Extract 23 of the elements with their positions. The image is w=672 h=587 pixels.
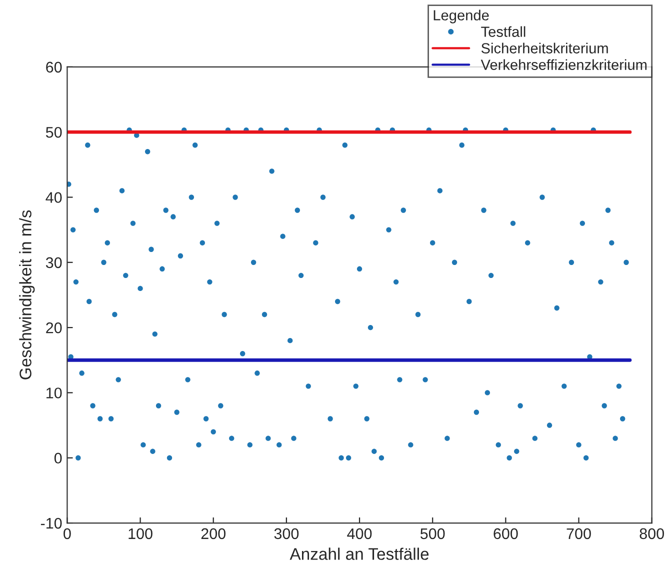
- x-tick-label: 800: [640, 528, 664, 540]
- x-tick-label: 600: [494, 528, 518, 540]
- legend-label: Verkehrseffizienzkriterium: [480, 59, 647, 70]
- legend-label: Testfall: [481, 26, 526, 37]
- x-tick-label: 200: [201, 528, 226, 540]
- y-tick-label: 20: [46, 322, 62, 334]
- x-tick-label: 500: [420, 528, 445, 540]
- x-tick-label: 0: [64, 528, 71, 540]
- x-axis-title: Anzahl an Testfälle: [290, 548, 429, 560]
- y-tick-label: -10: [40, 518, 62, 529]
- x-tick-label: 300: [274, 528, 299, 540]
- y-tick-label: 30: [46, 257, 62, 268]
- y-tick-label: 10: [46, 388, 62, 398]
- y-tick-label: 50: [46, 126, 62, 138]
- y-tick-label: 40: [46, 192, 62, 203]
- y-tick-label: 0: [54, 452, 62, 464]
- y-tick-label: 60: [46, 62, 62, 73]
- y-axis-title: Geschwindigkeit in m/s: [19, 210, 35, 380]
- x-tick-label: 100: [128, 528, 152, 540]
- legend-title: Legende: [434, 10, 489, 24]
- x-tick-label: 700: [566, 528, 591, 540]
- x-tick-label: 400: [347, 528, 372, 540]
- legend-label: Sicherheitskriterium: [481, 42, 608, 54]
